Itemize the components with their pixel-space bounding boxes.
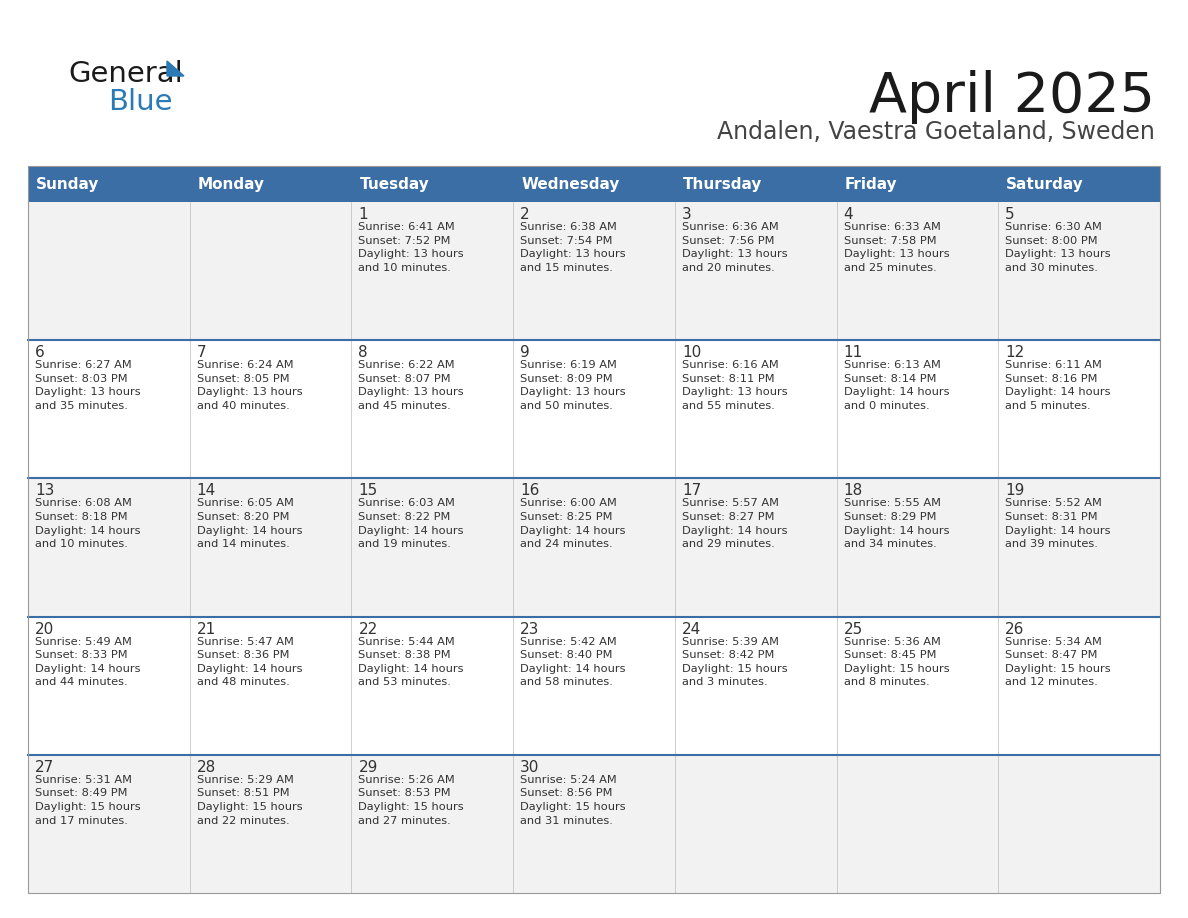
- Text: Sunrise: 5:29 AM
Sunset: 8:51 PM
Daylight: 15 hours
and 22 minutes.: Sunrise: 5:29 AM Sunset: 8:51 PM Dayligh…: [197, 775, 302, 825]
- Text: 18: 18: [843, 484, 862, 498]
- Text: Sunrise: 6:27 AM
Sunset: 8:03 PM
Daylight: 13 hours
and 35 minutes.: Sunrise: 6:27 AM Sunset: 8:03 PM Dayligh…: [34, 360, 140, 411]
- Text: Sunrise: 5:39 AM
Sunset: 8:42 PM
Daylight: 15 hours
and 3 minutes.: Sunrise: 5:39 AM Sunset: 8:42 PM Dayligh…: [682, 636, 788, 688]
- Text: Blue: Blue: [108, 88, 172, 116]
- Bar: [29, 617, 1159, 755]
- Text: Sunrise: 6:22 AM
Sunset: 8:07 PM
Daylight: 13 hours
and 45 minutes.: Sunrise: 6:22 AM Sunset: 8:07 PM Dayligh…: [359, 360, 465, 411]
- Text: Sunday: Sunday: [36, 176, 100, 192]
- Text: 7: 7: [197, 345, 207, 360]
- Text: Saturday: Saturday: [1006, 176, 1083, 192]
- Text: 11: 11: [843, 345, 862, 360]
- Text: 3: 3: [682, 207, 691, 222]
- Text: Andalen, Vaestra Goetaland, Sweden: Andalen, Vaestra Goetaland, Sweden: [718, 120, 1155, 144]
- Text: 10: 10: [682, 345, 701, 360]
- Text: Thursday: Thursday: [683, 176, 763, 192]
- Text: 17: 17: [682, 484, 701, 498]
- Text: 16: 16: [520, 484, 539, 498]
- Bar: [29, 202, 1159, 341]
- Text: Sunrise: 6:00 AM
Sunset: 8:25 PM
Daylight: 14 hours
and 24 minutes.: Sunrise: 6:00 AM Sunset: 8:25 PM Dayligh…: [520, 498, 626, 549]
- Text: 22: 22: [359, 621, 378, 636]
- Text: Sunrise: 6:36 AM
Sunset: 7:56 PM
Daylight: 13 hours
and 20 minutes.: Sunrise: 6:36 AM Sunset: 7:56 PM Dayligh…: [682, 222, 788, 273]
- Text: April 2025: April 2025: [868, 70, 1155, 124]
- Text: 2: 2: [520, 207, 530, 222]
- Text: Sunrise: 5:42 AM
Sunset: 8:40 PM
Daylight: 14 hours
and 58 minutes.: Sunrise: 5:42 AM Sunset: 8:40 PM Dayligh…: [520, 636, 626, 688]
- Text: 8: 8: [359, 345, 368, 360]
- Text: 26: 26: [1005, 621, 1025, 636]
- Text: Wednesday: Wednesday: [522, 176, 619, 192]
- Text: Sunrise: 6:38 AM
Sunset: 7:54 PM
Daylight: 13 hours
and 15 minutes.: Sunrise: 6:38 AM Sunset: 7:54 PM Dayligh…: [520, 222, 626, 273]
- Text: Sunrise: 6:03 AM
Sunset: 8:22 PM
Daylight: 14 hours
and 19 minutes.: Sunrise: 6:03 AM Sunset: 8:22 PM Dayligh…: [359, 498, 465, 549]
- Text: Sunrise: 5:24 AM
Sunset: 8:56 PM
Daylight: 15 hours
and 31 minutes.: Sunrise: 5:24 AM Sunset: 8:56 PM Dayligh…: [520, 775, 626, 825]
- Polygon shape: [168, 61, 184, 76]
- Bar: [29, 341, 1159, 478]
- Text: 1: 1: [359, 207, 368, 222]
- Text: Sunrise: 6:24 AM
Sunset: 8:05 PM
Daylight: 13 hours
and 40 minutes.: Sunrise: 6:24 AM Sunset: 8:05 PM Dayligh…: [197, 360, 302, 411]
- Text: Sunrise: 5:36 AM
Sunset: 8:45 PM
Daylight: 15 hours
and 8 minutes.: Sunrise: 5:36 AM Sunset: 8:45 PM Dayligh…: [843, 636, 949, 688]
- Text: 19: 19: [1005, 484, 1025, 498]
- Text: Sunrise: 5:55 AM
Sunset: 8:29 PM
Daylight: 14 hours
and 34 minutes.: Sunrise: 5:55 AM Sunset: 8:29 PM Dayligh…: [843, 498, 949, 549]
- Text: 14: 14: [197, 484, 216, 498]
- Text: 13: 13: [34, 484, 55, 498]
- Bar: [29, 755, 1159, 893]
- Text: 28: 28: [197, 760, 216, 775]
- Text: General: General: [68, 60, 183, 88]
- Text: Sunrise: 5:47 AM
Sunset: 8:36 PM
Daylight: 14 hours
and 48 minutes.: Sunrise: 5:47 AM Sunset: 8:36 PM Dayligh…: [197, 636, 302, 688]
- Text: Friday: Friday: [845, 176, 897, 192]
- Text: Sunrise: 6:11 AM
Sunset: 8:16 PM
Daylight: 14 hours
and 5 minutes.: Sunrise: 6:11 AM Sunset: 8:16 PM Dayligh…: [1005, 360, 1111, 411]
- Text: Sunrise: 6:30 AM
Sunset: 8:00 PM
Daylight: 13 hours
and 30 minutes.: Sunrise: 6:30 AM Sunset: 8:00 PM Dayligh…: [1005, 222, 1111, 273]
- Text: Sunrise: 6:19 AM
Sunset: 8:09 PM
Daylight: 13 hours
and 50 minutes.: Sunrise: 6:19 AM Sunset: 8:09 PM Dayligh…: [520, 360, 626, 411]
- Text: Sunrise: 5:44 AM
Sunset: 8:38 PM
Daylight: 14 hours
and 53 minutes.: Sunrise: 5:44 AM Sunset: 8:38 PM Dayligh…: [359, 636, 465, 688]
- Text: 23: 23: [520, 621, 539, 636]
- Text: 4: 4: [843, 207, 853, 222]
- Text: Tuesday: Tuesday: [360, 176, 429, 192]
- Text: 21: 21: [197, 621, 216, 636]
- Text: Sunrise: 5:52 AM
Sunset: 8:31 PM
Daylight: 14 hours
and 39 minutes.: Sunrise: 5:52 AM Sunset: 8:31 PM Dayligh…: [1005, 498, 1111, 549]
- Text: Sunrise: 5:49 AM
Sunset: 8:33 PM
Daylight: 14 hours
and 44 minutes.: Sunrise: 5:49 AM Sunset: 8:33 PM Dayligh…: [34, 636, 140, 688]
- Text: 5: 5: [1005, 207, 1015, 222]
- Text: 29: 29: [359, 760, 378, 775]
- Text: Sunrise: 6:41 AM
Sunset: 7:52 PM
Daylight: 13 hours
and 10 minutes.: Sunrise: 6:41 AM Sunset: 7:52 PM Dayligh…: [359, 222, 465, 273]
- Text: 12: 12: [1005, 345, 1024, 360]
- Bar: [29, 166, 1159, 893]
- Bar: [29, 166, 1159, 202]
- Text: 24: 24: [682, 621, 701, 636]
- Text: Sunrise: 6:16 AM
Sunset: 8:11 PM
Daylight: 13 hours
and 55 minutes.: Sunrise: 6:16 AM Sunset: 8:11 PM Dayligh…: [682, 360, 788, 411]
- Text: 25: 25: [843, 621, 862, 636]
- Text: 6: 6: [34, 345, 45, 360]
- Text: Sunrise: 5:31 AM
Sunset: 8:49 PM
Daylight: 15 hours
and 17 minutes.: Sunrise: 5:31 AM Sunset: 8:49 PM Dayligh…: [34, 775, 140, 825]
- Text: Sunrise: 6:08 AM
Sunset: 8:18 PM
Daylight: 14 hours
and 10 minutes.: Sunrise: 6:08 AM Sunset: 8:18 PM Dayligh…: [34, 498, 140, 549]
- Bar: [29, 478, 1159, 617]
- Text: Sunrise: 6:05 AM
Sunset: 8:20 PM
Daylight: 14 hours
and 14 minutes.: Sunrise: 6:05 AM Sunset: 8:20 PM Dayligh…: [197, 498, 302, 549]
- Text: 20: 20: [34, 621, 55, 636]
- Text: 15: 15: [359, 484, 378, 498]
- Text: Monday: Monday: [197, 176, 265, 192]
- Text: Sunrise: 6:33 AM
Sunset: 7:58 PM
Daylight: 13 hours
and 25 minutes.: Sunrise: 6:33 AM Sunset: 7:58 PM Dayligh…: [843, 222, 949, 273]
- Text: Sunrise: 5:26 AM
Sunset: 8:53 PM
Daylight: 15 hours
and 27 minutes.: Sunrise: 5:26 AM Sunset: 8:53 PM Dayligh…: [359, 775, 465, 825]
- Text: Sunrise: 5:57 AM
Sunset: 8:27 PM
Daylight: 14 hours
and 29 minutes.: Sunrise: 5:57 AM Sunset: 8:27 PM Dayligh…: [682, 498, 788, 549]
- Text: Sunrise: 5:34 AM
Sunset: 8:47 PM
Daylight: 15 hours
and 12 minutes.: Sunrise: 5:34 AM Sunset: 8:47 PM Dayligh…: [1005, 636, 1111, 688]
- Text: 27: 27: [34, 760, 55, 775]
- Text: 30: 30: [520, 760, 539, 775]
- Text: 9: 9: [520, 345, 530, 360]
- Text: Sunrise: 6:13 AM
Sunset: 8:14 PM
Daylight: 14 hours
and 0 minutes.: Sunrise: 6:13 AM Sunset: 8:14 PM Dayligh…: [843, 360, 949, 411]
